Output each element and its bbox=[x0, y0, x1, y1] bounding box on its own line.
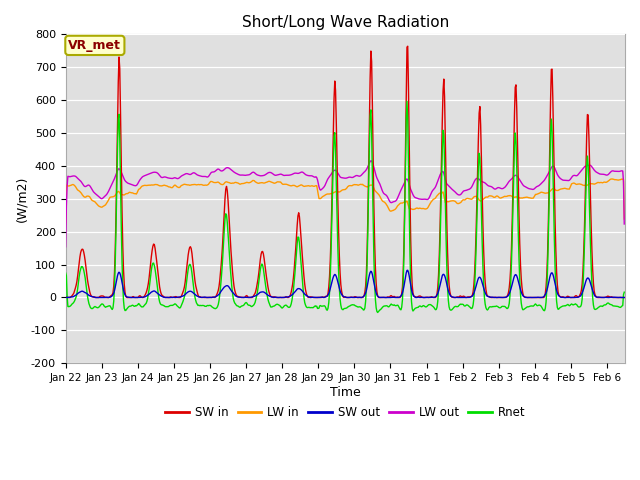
Line: Rnet: Rnet bbox=[66, 101, 624, 312]
LW out bbox=[463, 187, 471, 193]
LW out bbox=[477, 178, 484, 183]
SW in bbox=[404, 43, 412, 49]
Rnet bbox=[64, 304, 72, 310]
Rnet bbox=[620, 289, 628, 295]
X-axis label: Time: Time bbox=[330, 386, 361, 399]
SW out bbox=[62, 295, 70, 300]
LW in bbox=[620, 216, 628, 222]
Rnet bbox=[374, 310, 381, 315]
Title: Short/Long Wave Radiation: Short/Long Wave Radiation bbox=[242, 15, 449, 30]
Rnet bbox=[300, 295, 308, 300]
Line: SW in: SW in bbox=[66, 46, 624, 298]
SW out bbox=[477, 276, 484, 281]
SW out bbox=[463, 295, 471, 300]
LW out bbox=[367, 158, 374, 164]
Rnet bbox=[62, 270, 70, 276]
Rnet bbox=[477, 208, 485, 214]
SW out bbox=[404, 267, 412, 273]
LW in bbox=[64, 183, 72, 189]
LW out bbox=[620, 221, 628, 227]
LW in bbox=[609, 176, 616, 182]
Rnet bbox=[321, 303, 329, 309]
SW in bbox=[141, 293, 148, 299]
Rnet bbox=[464, 302, 472, 308]
LW in bbox=[140, 182, 148, 188]
Line: LW in: LW in bbox=[66, 179, 624, 223]
SW in bbox=[322, 293, 330, 299]
SW in bbox=[62, 294, 70, 300]
LW in bbox=[300, 183, 308, 189]
SW out bbox=[300, 290, 308, 296]
Rnet bbox=[140, 303, 148, 309]
LW in bbox=[476, 198, 484, 204]
LW out bbox=[140, 173, 148, 179]
Text: VR_met: VR_met bbox=[68, 39, 122, 52]
LW out bbox=[300, 170, 308, 176]
LW in bbox=[321, 192, 329, 198]
Rnet bbox=[403, 98, 411, 104]
LW in bbox=[62, 220, 70, 226]
SW in bbox=[477, 156, 485, 161]
Y-axis label: (W/m2): (W/m2) bbox=[15, 176, 28, 222]
LW out bbox=[321, 182, 329, 188]
SW in bbox=[64, 294, 72, 300]
Line: SW out: SW out bbox=[66, 270, 624, 298]
SW out bbox=[140, 294, 148, 300]
SW in bbox=[464, 294, 472, 300]
SW in bbox=[301, 281, 308, 287]
SW out bbox=[620, 295, 628, 300]
LW out bbox=[64, 173, 72, 179]
SW out bbox=[64, 295, 72, 300]
Line: LW out: LW out bbox=[66, 161, 624, 247]
SW in bbox=[65, 295, 72, 300]
LW in bbox=[463, 196, 470, 202]
SW in bbox=[620, 295, 628, 300]
LW out bbox=[62, 244, 70, 250]
Legend: SW in, LW in, SW out, LW out, Rnet: SW in, LW in, SW out, LW out, Rnet bbox=[161, 401, 531, 423]
SW out bbox=[321, 294, 329, 300]
